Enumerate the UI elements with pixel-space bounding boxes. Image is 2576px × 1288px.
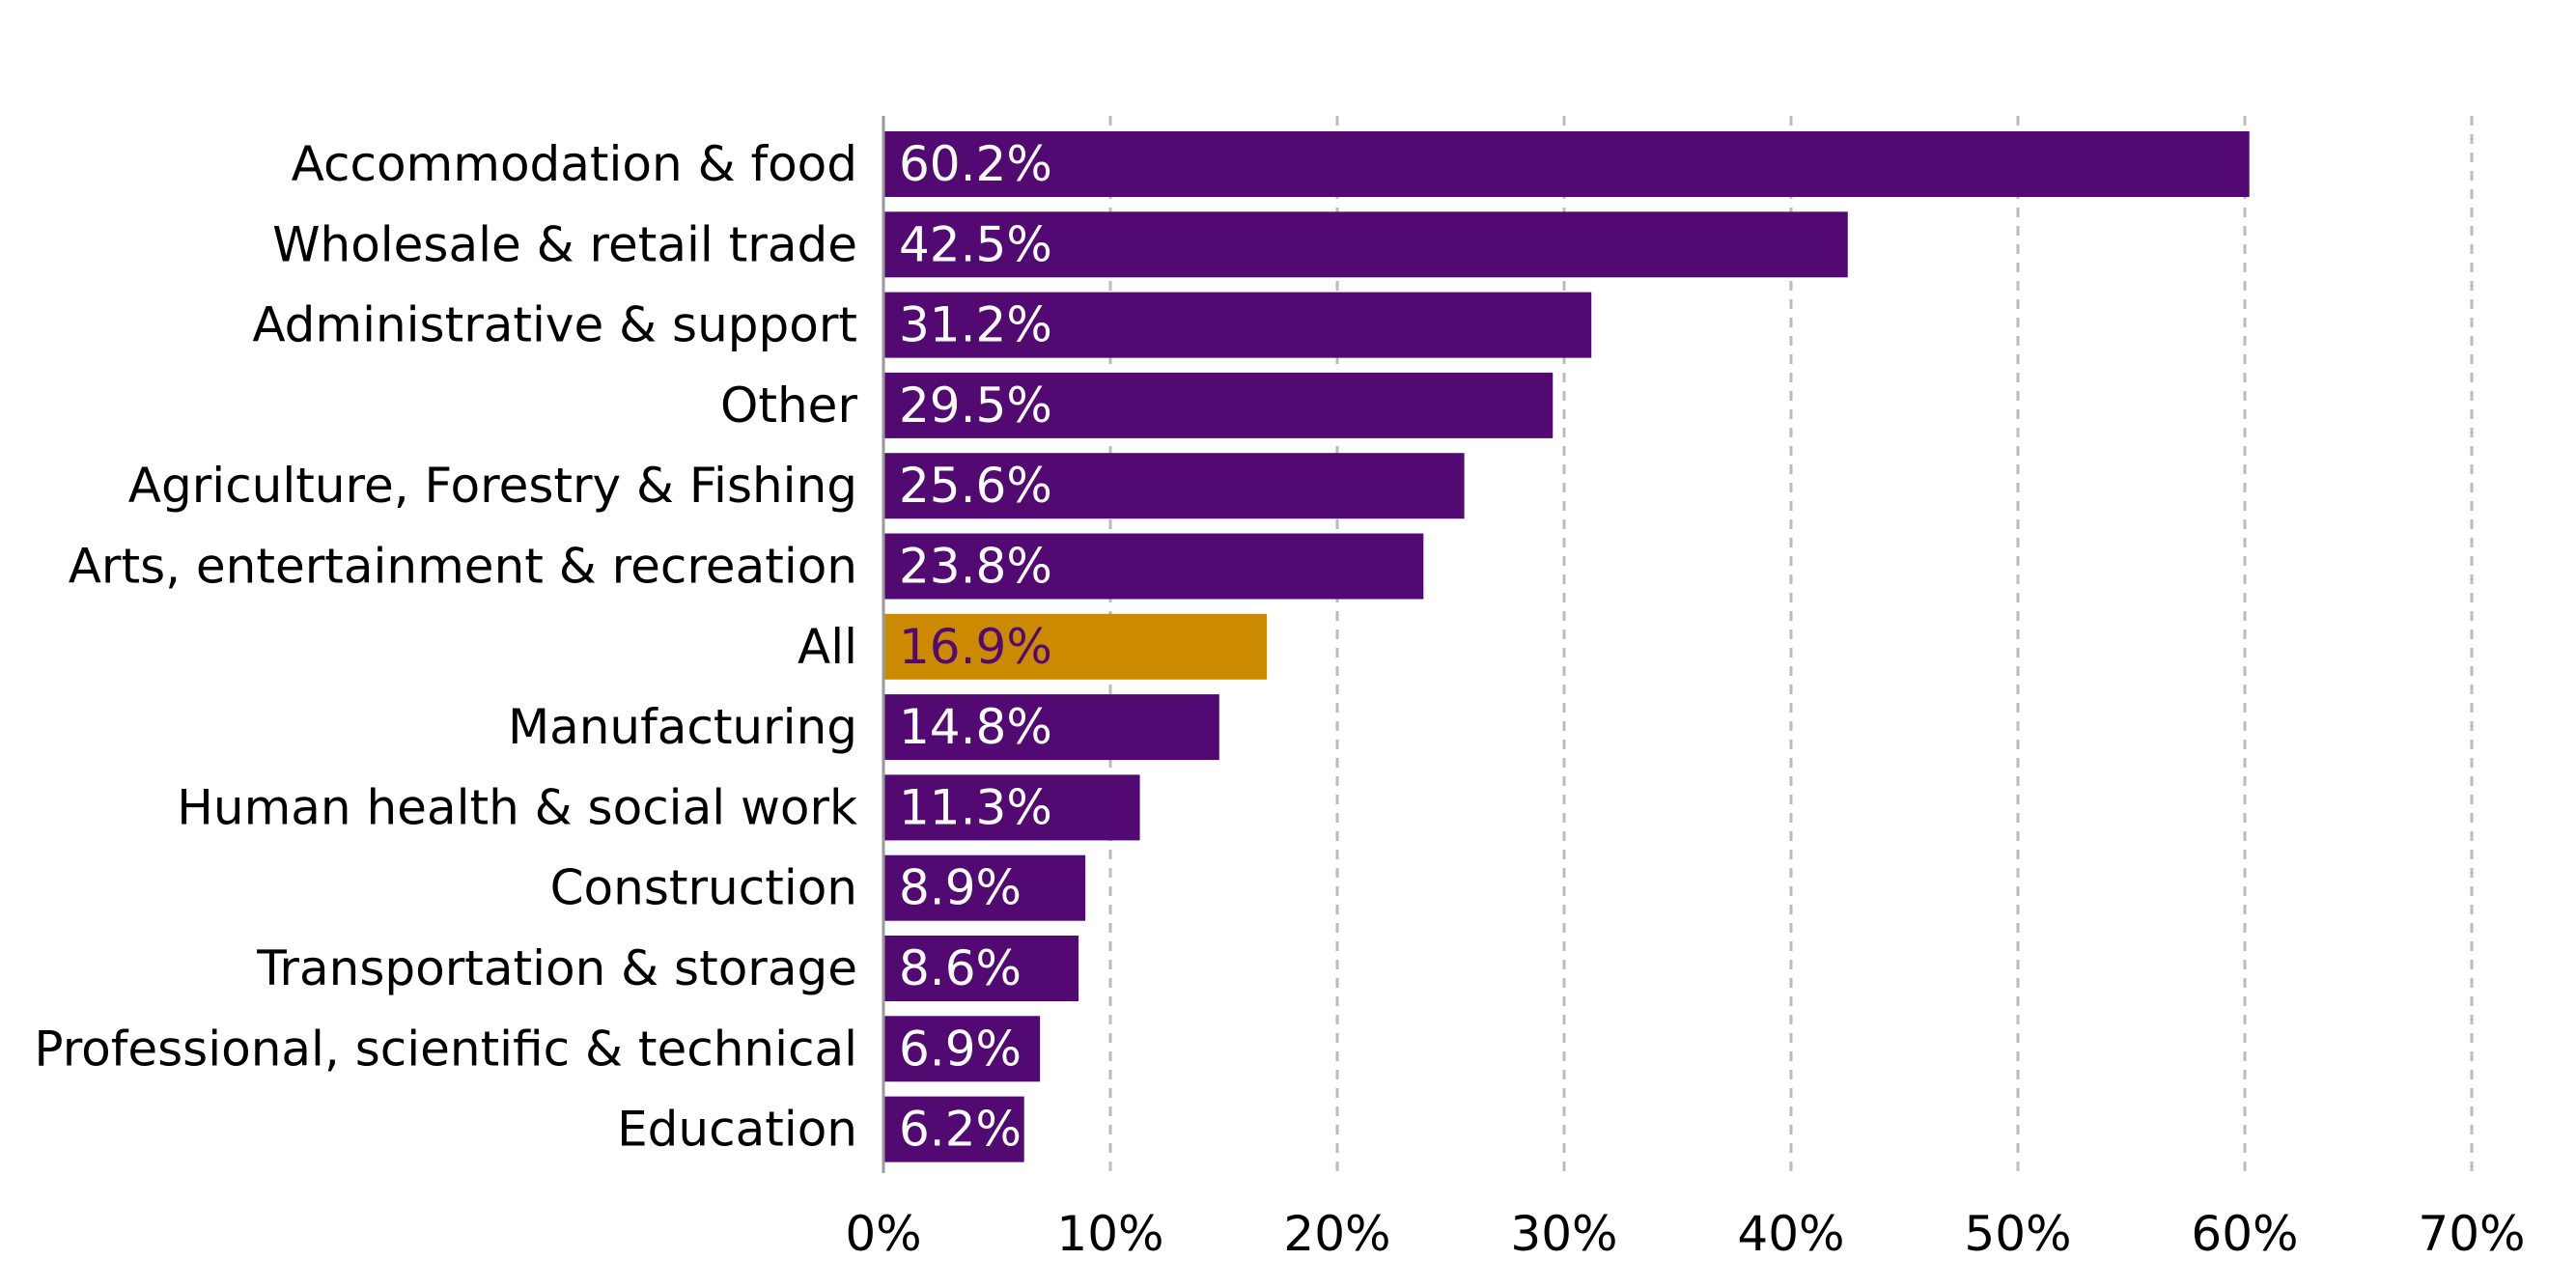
x-tick-label: 60%	[2191, 1206, 2298, 1262]
bar	[883, 292, 1592, 358]
x-tick-label: 10%	[1056, 1206, 1163, 1262]
data-label: 11.3%	[899, 779, 1052, 835]
bars	[883, 131, 2250, 1162]
bar	[883, 936, 1079, 1001]
x-tick-label: 20%	[1283, 1206, 1390, 1262]
bar	[883, 1016, 1041, 1082]
category-label: Agriculture, Forestry & Fishing	[128, 458, 857, 514]
data-label: 14.8%	[899, 699, 1052, 755]
data-label: 29.5%	[899, 378, 1052, 434]
gridlines	[1108, 116, 2474, 1173]
x-tick-label: 0%	[845, 1206, 921, 1262]
category-label: Other	[720, 378, 857, 434]
category-label: All	[798, 619, 857, 675]
labels: 0% 10% 20% 30% 40% 50% 60% 70% Accommodation & f…	[34, 136, 2525, 1262]
bar	[883, 774, 1140, 841]
data-label: 6.9%	[899, 1021, 1022, 1077]
bar	[883, 453, 1465, 519]
data-label: 8.6%	[899, 940, 1022, 996]
category-label: Construction	[550, 860, 857, 916]
bar	[883, 854, 1086, 921]
x-tick-label: 50%	[1964, 1206, 2071, 1262]
data-label: 23.8%	[899, 539, 1052, 595]
x-tick-label: 30%	[1510, 1206, 1617, 1262]
bar	[883, 694, 1219, 761]
data-label: 16.9%	[899, 619, 1052, 675]
bar	[883, 131, 2250, 197]
category-label: Transportation & storage	[256, 940, 857, 996]
x-tick-label: 70%	[2418, 1206, 2525, 1262]
category-label: Accommodation & food	[292, 136, 857, 192]
category-label: Education	[617, 1102, 857, 1158]
data-label: 8.9%	[899, 860, 1022, 916]
bar	[883, 533, 1424, 600]
bar	[883, 1096, 1024, 1162]
x-tick-label: 40%	[1737, 1206, 1844, 1262]
data-label: 42.5%	[899, 216, 1052, 272]
bar	[883, 613, 1268, 680]
data-label: 31.2%	[899, 297, 1052, 353]
bar	[883, 211, 1848, 278]
data-label: 6.2%	[899, 1102, 1022, 1158]
data-label: 25.6%	[899, 458, 1052, 514]
category-label: Arts, entertainment & recreation	[69, 539, 857, 595]
data-label: 60.2%	[899, 136, 1052, 192]
category-label: Wholesale & retail trade	[272, 216, 857, 272]
category-label: Professional, scientific & technical	[34, 1021, 857, 1077]
category-label: Manufacturing	[508, 699, 857, 755]
bar	[883, 372, 1554, 438]
category-label: Human health & social work	[177, 779, 857, 835]
category-label: Administrative & support	[252, 297, 857, 353]
